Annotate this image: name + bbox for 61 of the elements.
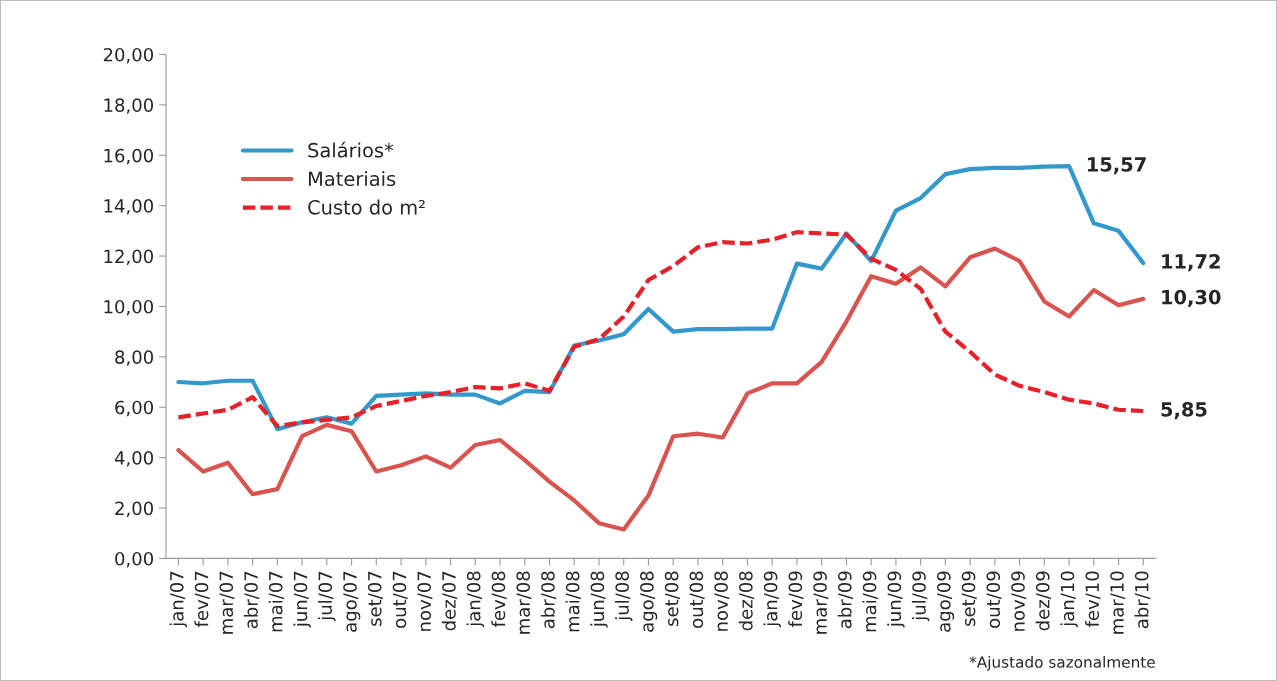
x-tick-label: mai/07 [268, 571, 285, 632]
x-tick-label: jul/09 [911, 571, 930, 622]
legend-label: Salários* [308, 141, 394, 158]
annotation: 5,85 [1161, 401, 1207, 420]
x-tick-label: fev/08 [491, 571, 507, 628]
y-tick-label: 8,00 [115, 350, 154, 366]
y-tick-label: 0,00 [115, 551, 154, 568]
x-tick-label: ago/08 [640, 571, 658, 632]
x-tick-label: set/09 [961, 571, 977, 626]
x-tick-label: jan/09 [763, 571, 781, 628]
annotation: 11,72 [1162, 254, 1220, 272]
x-tick-label: dez/07 [441, 571, 458, 631]
x-tick-label: fev/10 [1085, 571, 1101, 628]
x-tick-label: abr/10 [1134, 571, 1150, 629]
line-series [176, 246, 1146, 532]
legend-label: Materiais [308, 171, 396, 187]
annotation: 15,57 [1087, 157, 1146, 175]
x-tick-label: out/08 [689, 571, 705, 628]
x-tick-label: ago/09 [936, 571, 955, 632]
x-tick-label: out/07 [392, 571, 408, 628]
x-tick-label: jul/08 [615, 571, 633, 622]
x-tick-label: out/09 [986, 571, 1002, 628]
x-tick-label: jan/08 [466, 571, 485, 628]
x-tick-label: jul/07 [318, 571, 336, 622]
x-tick-label: mar/09 [813, 571, 829, 634]
x-tick-label: nov/09 [1011, 571, 1027, 631]
x-tick-label: mar/07 [219, 571, 235, 634]
x-tick-label: mar/08 [516, 571, 532, 634]
y-tick-label: 10,00 [104, 299, 154, 316]
x-tick-label: nov/08 [714, 571, 730, 631]
x-tick-label: set/07 [367, 571, 383, 626]
x-tick-label: nov/07 [417, 571, 433, 631]
x-tick-label: mai/09 [862, 571, 878, 632]
x-tick-label: jun/07 [293, 571, 311, 628]
y-tick-label: 12,00 [104, 249, 154, 266]
x-tick-label: fev/09 [788, 571, 804, 628]
y-tick-label: 2,00 [115, 501, 154, 517]
x-tick-label: jun/09 [887, 571, 905, 628]
x-tick-label: dez/09 [1035, 571, 1051, 631]
y-tick-label: 4,00 [114, 451, 154, 467]
annotation: 10,30 [1162, 289, 1221, 308]
x-tick-label: fev/07 [194, 571, 210, 628]
x-tick-label: mar/10 [1110, 571, 1126, 634]
x-tick-label: jan/10 [1060, 571, 1078, 628]
x-tick-label: jun/08 [590, 571, 608, 628]
legend-label: Custo do m² [308, 199, 425, 215]
y-tick-label: 16,00 [104, 148, 154, 165]
y-tick-label: 6,00 [115, 400, 154, 417]
x-tick-label: set/08 [664, 571, 680, 626]
text: *Ajustado sazonalmente [969, 656, 1155, 671]
line-series [176, 230, 1146, 429]
x-tick-label: dez/08 [738, 571, 755, 631]
x-tick-label: ago/07 [343, 571, 361, 632]
y-tick-label: 20,00 [103, 47, 154, 64]
x-tick-label: abr/08 [540, 571, 557, 629]
x-tick-label: abr/09 [837, 571, 854, 629]
x-tick-label: abr/07 [243, 571, 260, 629]
x-tick-label: jan/07 [169, 571, 188, 628]
y-tick-label: 14,00 [104, 199, 154, 215]
y-tick-label: 18,00 [104, 98, 154, 114]
x-tick-label: mai/08 [565, 571, 581, 632]
